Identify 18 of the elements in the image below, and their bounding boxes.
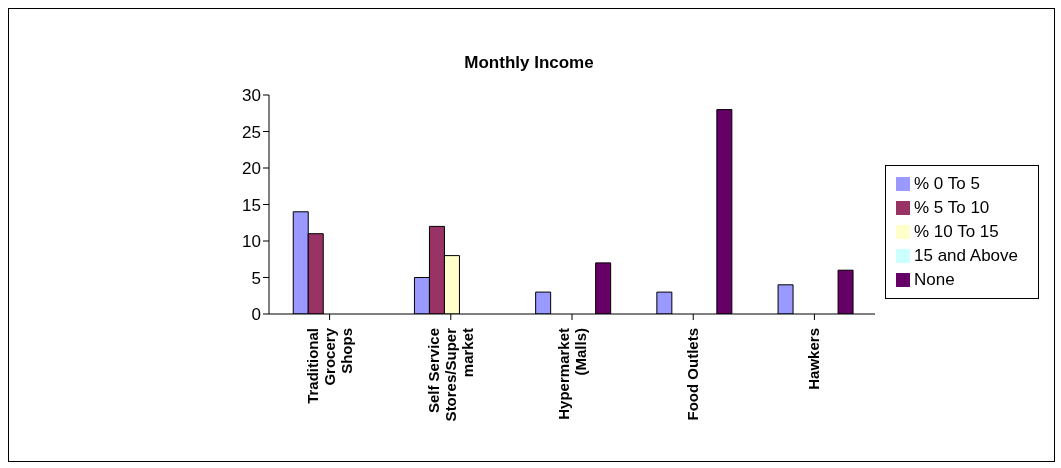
x-tick-label: Traditional Grocery Shops [303, 327, 355, 404]
legend-label: None [914, 269, 955, 289]
legend-label: % 0 To 5 [914, 173, 980, 193]
y-tick-label: 15 [242, 195, 261, 215]
legend-label: 15 and Above [914, 245, 1018, 265]
legend-label: % 5 To 10 [914, 197, 990, 217]
y-tick-label: 10 [242, 232, 261, 252]
legend-label: % 10 To 15 [914, 221, 999, 241]
y-tick-label: 0 [251, 305, 261, 325]
x-tick-label: Hypermarket (Malls) [554, 328, 589, 420]
y-tick-label: 20 [242, 159, 261, 179]
x-tick-label: Food Outlets [684, 328, 702, 421]
y-tick-label: 30 [242, 86, 261, 106]
y-tick-label: 5 [251, 268, 261, 288]
chart-title: Monthly Income [463, 53, 595, 73]
x-tick-label: Hawkers [805, 328, 823, 390]
y-tick-label: 25 [242, 122, 261, 142]
x-tick-label: Self Service Stores/Super market [424, 327, 476, 422]
